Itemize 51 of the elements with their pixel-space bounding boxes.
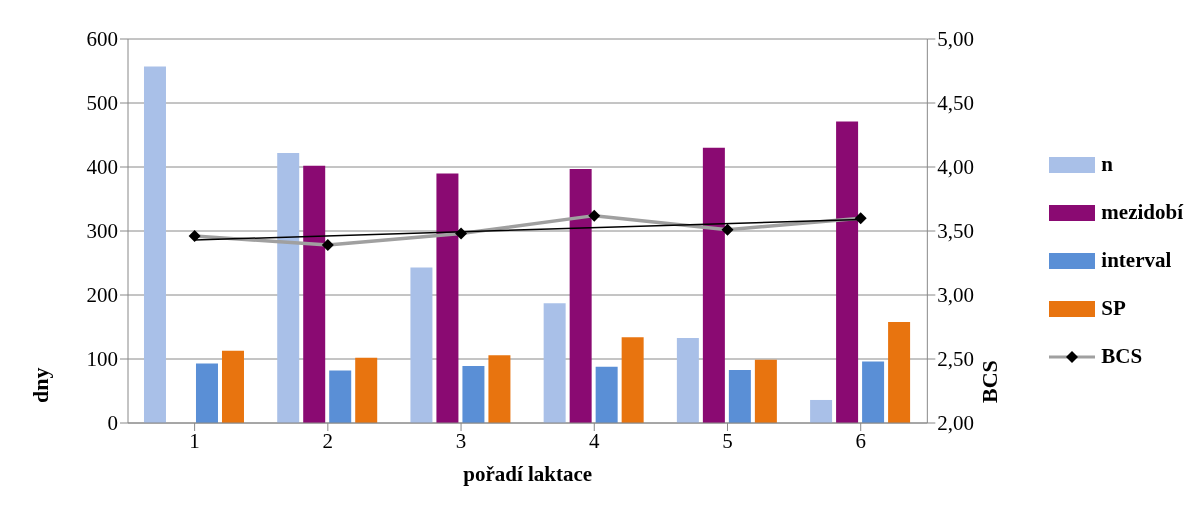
y2-tick-label: 2,50 xyxy=(937,347,975,372)
bar xyxy=(410,267,433,423)
bar xyxy=(621,337,644,423)
y2-tick-label: 4,00 xyxy=(937,155,975,180)
bar xyxy=(836,121,859,423)
bar xyxy=(355,357,378,423)
legend-label: interval xyxy=(1101,248,1172,273)
y-tick-label: 100 xyxy=(86,347,118,372)
legend-label: n xyxy=(1101,152,1114,177)
bar xyxy=(569,168,592,423)
x-tick-label: 5 xyxy=(722,428,733,453)
bar xyxy=(462,366,485,423)
x-tick-label: 4 xyxy=(589,428,601,453)
y2-tick-label: 4,50 xyxy=(937,91,975,116)
y-tick-label: 600 xyxy=(86,27,118,52)
bar xyxy=(303,165,326,423)
y2-tick-label: 2,00 xyxy=(937,411,975,436)
bar xyxy=(810,399,833,423)
bar xyxy=(488,355,511,423)
x-tick-label: 2 xyxy=(322,428,334,453)
y2-tick-label: 3,50 xyxy=(937,219,975,244)
bar xyxy=(221,350,244,423)
bar xyxy=(754,359,777,423)
bar xyxy=(676,337,699,423)
legend-label: mezidobí xyxy=(1101,200,1183,225)
x-tick-label: 6 xyxy=(855,428,866,453)
y-tick-label: 300 xyxy=(86,219,118,244)
bar xyxy=(728,369,751,423)
bar xyxy=(436,173,459,423)
bar xyxy=(143,66,166,423)
x-tick-label: 3 xyxy=(455,428,467,453)
legend-label: SP xyxy=(1101,296,1126,321)
y-tick-label: 400 xyxy=(86,155,118,180)
bar xyxy=(195,363,218,423)
y-tick-label: 200 xyxy=(86,283,118,308)
bar xyxy=(329,370,352,423)
bar xyxy=(277,152,300,423)
bar xyxy=(702,147,725,423)
y2-tick-label: 3,00 xyxy=(937,283,975,308)
y2-tick-label: 5,00 xyxy=(937,27,975,52)
legend-label: BCS xyxy=(1101,344,1143,369)
bar xyxy=(543,303,566,423)
y-tick-label: 500 xyxy=(86,91,118,116)
bar xyxy=(862,361,885,423)
y-tick-label: 0 xyxy=(107,411,118,436)
x-axis-title: pořadí laktace xyxy=(463,462,593,486)
bar xyxy=(888,321,911,423)
bar xyxy=(595,366,618,423)
y2-axis-title: BCS xyxy=(977,360,1003,403)
y-axis-title: dny xyxy=(28,367,53,403)
x-tick-label: 1 xyxy=(189,428,200,453)
